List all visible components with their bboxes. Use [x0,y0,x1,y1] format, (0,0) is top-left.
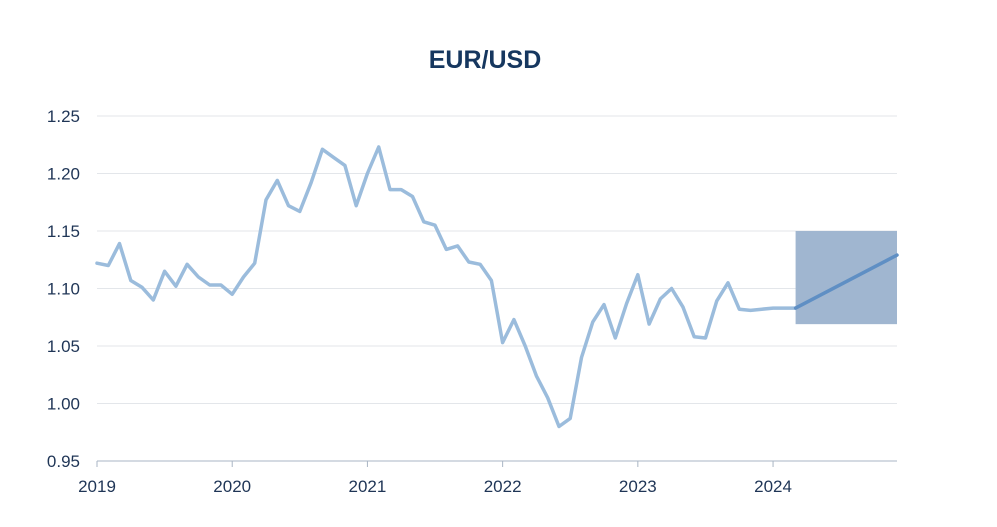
chart-title: EUR/USD [428,46,542,74]
series-line-historical [95,145,798,429]
y-tick-label-1.20: 1.20 [47,165,80,184]
x-tick-label-2024: 2024 [754,477,792,496]
x-tick-label-2020: 2020 [213,477,251,496]
x-tick-label-2021: 2021 [349,477,387,496]
x-tick-label-2022: 2022 [484,477,522,496]
y-tick-label-0.95: 0.95 [47,452,80,471]
x-tick-label-2019: 2019 [78,477,116,496]
series-line-forecast [793,253,899,310]
y-tick-label-1.25: 1.25 [47,107,80,126]
y-tick-label-1.00: 1.00 [47,395,80,414]
y-tick-label-1.05: 1.05 [47,337,80,356]
y-tick-label-1.15: 1.15 [47,222,80,241]
forecast-band-1 [795,231,897,325]
y-tick-label-1.10: 1.10 [47,280,80,299]
x-tick-label-2023: 2023 [619,477,657,496]
